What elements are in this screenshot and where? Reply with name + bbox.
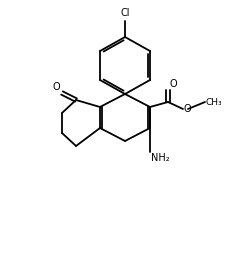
Text: CH₃: CH₃ bbox=[206, 98, 222, 107]
Text: O: O bbox=[52, 82, 60, 92]
Text: O: O bbox=[184, 104, 192, 114]
Text: NH₂: NH₂ bbox=[151, 153, 170, 163]
Text: Cl: Cl bbox=[120, 8, 130, 18]
Text: O: O bbox=[169, 79, 176, 89]
